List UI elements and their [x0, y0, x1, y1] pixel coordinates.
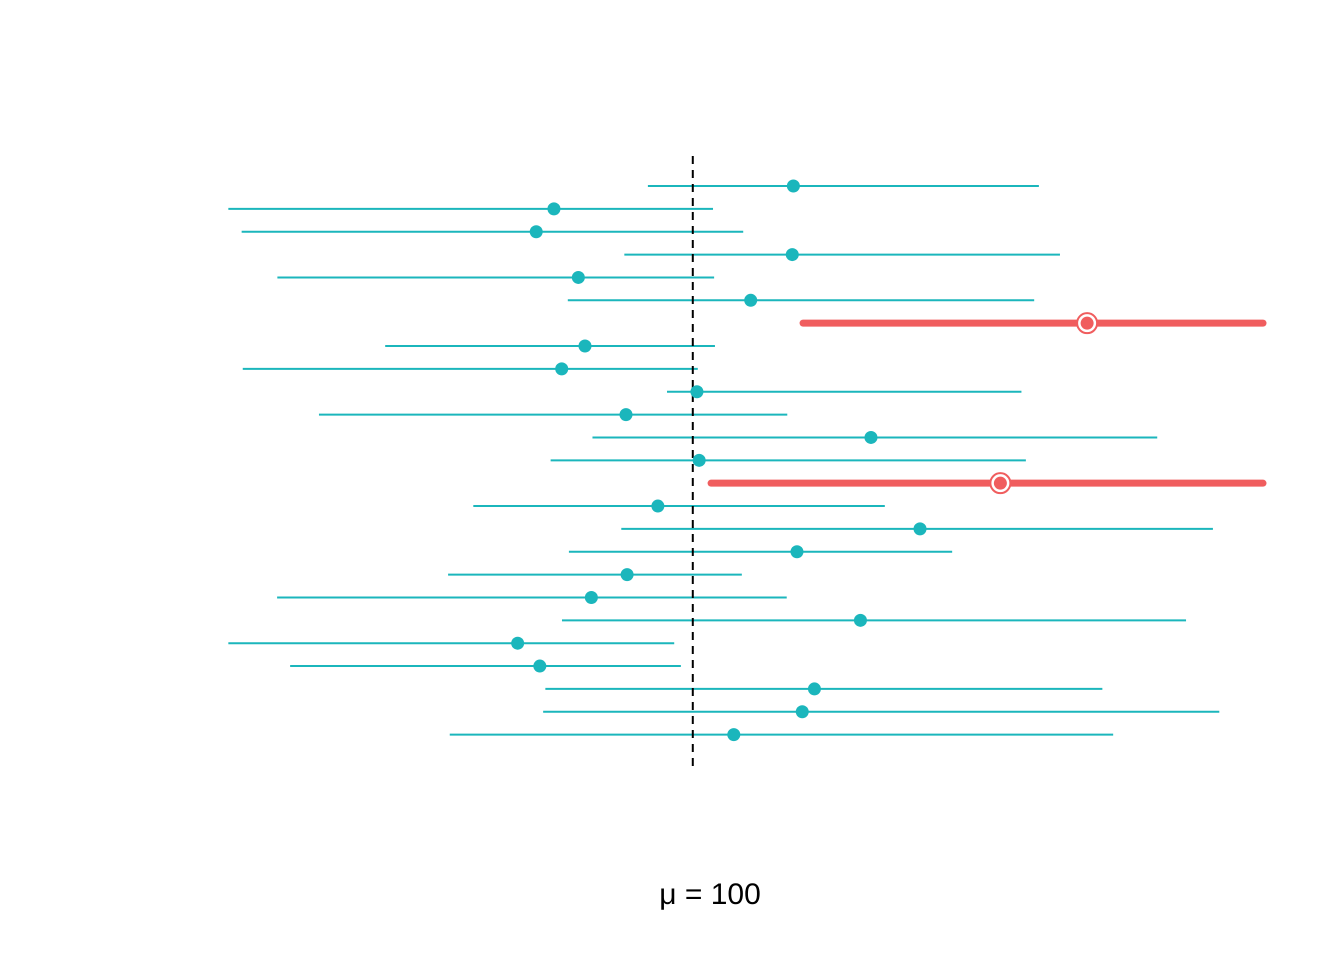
interval-estimate-point: [993, 476, 1007, 490]
interval-estimate-point: [853, 613, 867, 627]
interval-estimate-point: [690, 385, 704, 399]
interval-estimate-point: [807, 682, 821, 696]
interval-estimate-point: [578, 339, 592, 353]
interval-estimate-point: [786, 179, 800, 193]
points-layer: [511, 179, 1099, 742]
interval-estimate-point: [511, 636, 525, 650]
interval-estimate-point: [651, 499, 665, 513]
interval-estimate-point: [727, 728, 741, 742]
interval-estimate-point: [571, 270, 585, 284]
interval-estimate-point: [619, 408, 633, 422]
interval-estimate-point: [795, 705, 809, 719]
interval-estimate-point: [913, 522, 927, 536]
interval-estimate-point: [529, 225, 543, 239]
interval-estimate-point: [584, 590, 598, 604]
interval-estimate-point: [864, 430, 878, 444]
interval-estimate-point: [547, 202, 561, 216]
interval-estimate-point: [1080, 316, 1094, 330]
interval-estimate-point: [555, 362, 569, 376]
x-axis-label: μ = 100: [659, 878, 761, 911]
interval-estimate-point: [692, 453, 706, 467]
interval-estimate-point: [533, 659, 547, 673]
intervals-layer: [228, 185, 1267, 736]
interval-estimate-point: [744, 293, 758, 307]
interval-estimate-point: [790, 545, 804, 559]
interval-estimate-point: [620, 568, 634, 582]
interval-estimate-point: [785, 248, 799, 262]
